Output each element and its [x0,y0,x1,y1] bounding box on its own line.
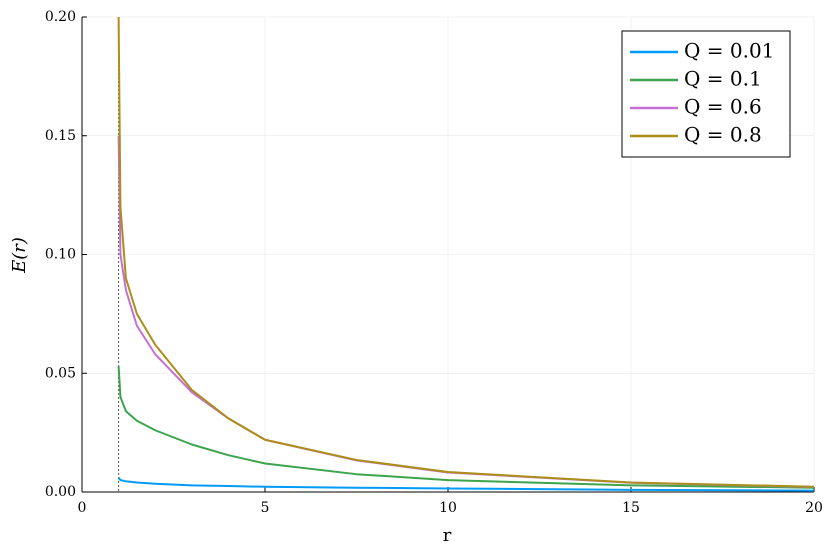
line-series [117,16,815,488]
y-tick-label: 0.15 [45,128,76,144]
legend-label: Q = 0.8 [684,123,762,147]
x-tick-label: 20 [805,500,823,516]
y-tick-label: 0.10 [45,247,76,263]
x-tick-label: 15 [622,500,640,516]
y-axis-label: E(r) [9,237,30,274]
x-tick-label: 10 [439,500,457,516]
line-series [117,477,815,492]
legend-label: Q = 0.1 [684,67,762,91]
y-tick-label: 0.05 [45,365,76,381]
x-tick-label: 5 [261,500,270,516]
y-tick-label: 0.20 [45,9,76,25]
x-axis-label: r [443,525,452,546]
y-tick-label: 0.00 [45,484,76,500]
line-series [117,366,815,489]
legend-label: Q = 0.01 [684,39,774,63]
legend: Q = 0.01 Q = 0.1 Q = 0.6 Q = 0.8 [621,30,791,158]
x-tick-label: 0 [78,500,87,516]
legend-label: Q = 0.6 [684,95,762,119]
line-series [117,135,815,489]
